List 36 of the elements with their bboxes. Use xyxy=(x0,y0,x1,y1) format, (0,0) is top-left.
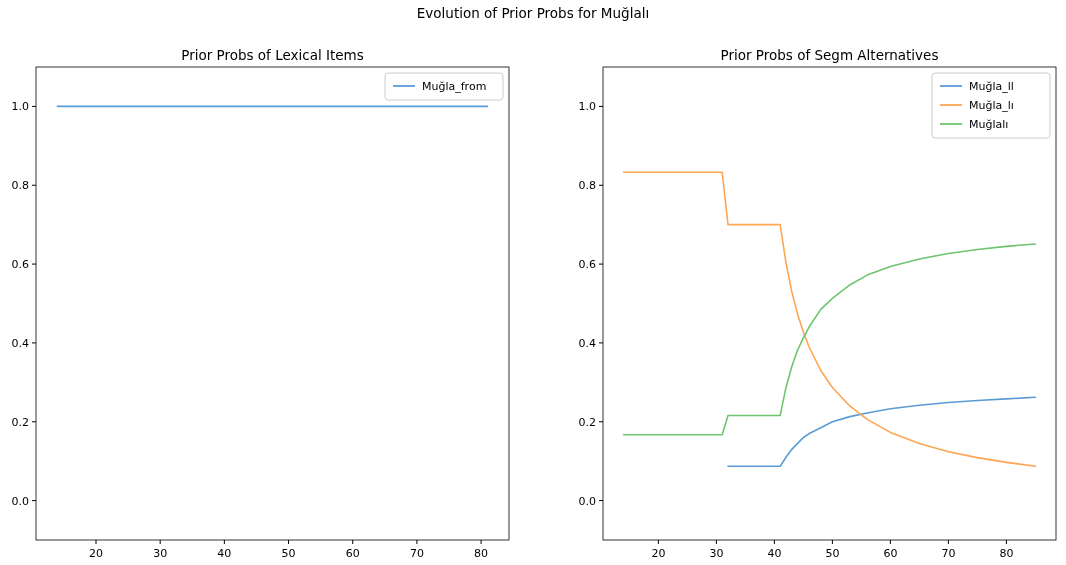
x-tick-label: 40 xyxy=(767,547,782,560)
x-tick-label: 40 xyxy=(217,547,232,560)
x-tick-label: 70 xyxy=(409,547,424,560)
chart-title: Prior Probs of Segm Alternatives xyxy=(720,47,939,63)
x-tick-label: 30 xyxy=(709,547,724,560)
x-tick-label: 70 xyxy=(941,547,956,560)
line-series xyxy=(622,171,1037,468)
y-tick-label: 0.2 xyxy=(11,415,29,429)
y-tick-label: 0.4 xyxy=(11,336,29,350)
legend-label: Muğla_ll xyxy=(969,80,1014,93)
text: Evolution of Prior Probs for Muğlalı xyxy=(416,5,650,21)
y-tick-label: 0.4 xyxy=(578,336,596,350)
x-tick-label: 20 xyxy=(651,547,666,560)
y-tick-label: 1.0 xyxy=(578,100,596,114)
x-tick-label: 50 xyxy=(281,547,296,560)
y-tick-label: 0.2 xyxy=(578,415,596,429)
y-tick-label: 0.6 xyxy=(578,258,596,272)
x-tick-label: 60 xyxy=(345,547,360,560)
x-tick-label: 30 xyxy=(153,547,168,560)
x-tick-label: 20 xyxy=(89,547,104,560)
chart-title: Prior Probs of Lexical Items xyxy=(181,47,364,63)
y-tick-label: 0.6 xyxy=(11,258,29,272)
line-series xyxy=(727,396,1037,468)
legend-label: Muğla_from xyxy=(422,80,487,93)
y-tick-label: 0.8 xyxy=(11,179,29,193)
x-tick-label: 50 xyxy=(825,547,840,560)
legend-label: Muğla_lı xyxy=(969,99,1014,112)
line-series xyxy=(622,243,1037,436)
x-tick-label: 60 xyxy=(883,547,898,560)
y-tick-label: 1.0 xyxy=(11,100,29,114)
y-tick-label: 0.0 xyxy=(11,494,29,508)
x-tick-label: 80 xyxy=(474,547,489,560)
x-tick-label: 80 xyxy=(999,547,1014,560)
y-tick-label: 0.8 xyxy=(578,179,596,193)
y-tick-label: 0.0 xyxy=(578,494,596,508)
legend-label: Muğlalı xyxy=(969,118,1009,131)
